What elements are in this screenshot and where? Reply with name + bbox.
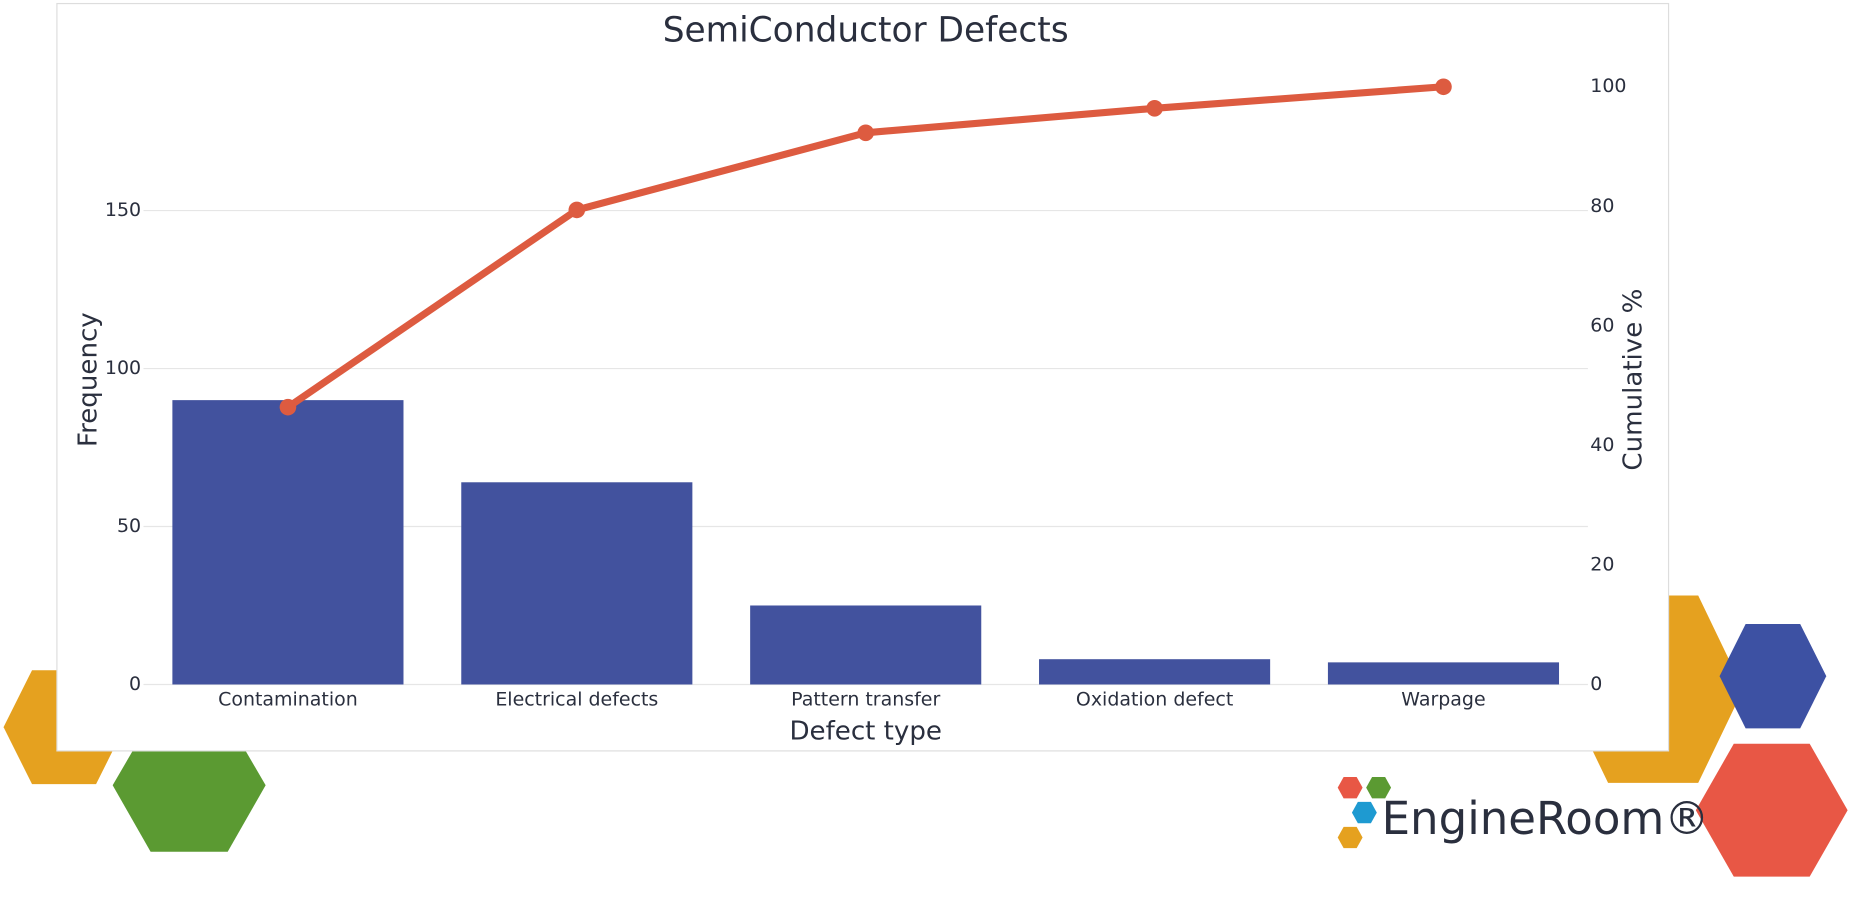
hexagon <box>1719 623 1827 729</box>
y-tick-label: 0 <box>129 673 141 695</box>
hexagon <box>112 720 266 852</box>
y2-tick-label: 60 <box>1590 314 1614 336</box>
y2-tick-label: 20 <box>1590 553 1614 575</box>
y2-tick-label: 40 <box>1590 434 1614 456</box>
bar <box>1039 659 1271 685</box>
logo-hexagon <box>1366 777 1392 799</box>
y2-tick-label: 100 <box>1590 75 1626 97</box>
x-tick-label: Pattern transfer <box>791 688 940 710</box>
line-marker <box>857 124 875 142</box>
logo-hexagon <box>1337 826 1363 849</box>
line-marker <box>1435 78 1452 96</box>
y-tick-label: 50 <box>117 515 141 537</box>
bar <box>750 605 982 685</box>
logo-hexagon <box>1337 777 1363 799</box>
hexagon <box>1695 743 1848 877</box>
x-tick-label: Electrical defects <box>495 688 658 710</box>
logo-text: EngineRoom® <box>1382 792 1710 845</box>
y-tick-label: 100 <box>105 357 141 379</box>
y-axis-title: Frequency <box>73 312 103 447</box>
logo: EngineRoom® <box>1337 777 1710 849</box>
y-tick-label: 150 <box>105 199 141 221</box>
line-marker <box>568 201 586 219</box>
x-tick-label: Contamination <box>218 688 358 710</box>
y2-tick-label: 80 <box>1590 195 1614 217</box>
bar <box>172 400 404 685</box>
bar <box>1327 662 1560 685</box>
bar <box>461 482 693 685</box>
line-marker <box>279 398 297 416</box>
x-tick-label: Oxidation defect <box>1076 688 1233 710</box>
x-tick-label: Warpage <box>1401 688 1485 710</box>
x-axis-title: Defect type <box>789 716 941 746</box>
y2-axis-title: Cumulative % <box>1619 289 1649 471</box>
chart-title: SemiConductor Defects <box>663 11 1069 51</box>
logo-hexagon <box>1351 801 1377 824</box>
y2-tick-label: 0 <box>1590 673 1602 695</box>
line-marker <box>1146 99 1163 117</box>
